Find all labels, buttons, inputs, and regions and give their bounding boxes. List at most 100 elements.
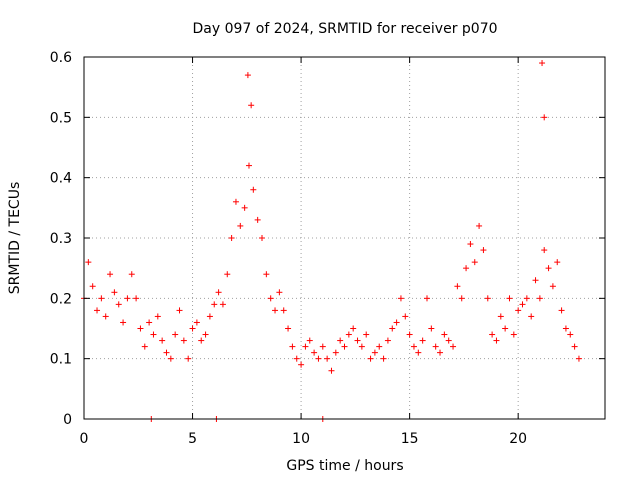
- data-point: [510, 331, 517, 338]
- data-point: [259, 235, 266, 241]
- data-point: [541, 247, 548, 254]
- data-point: [467, 241, 474, 248]
- data-point: [193, 319, 200, 326]
- data-point: [146, 319, 153, 326]
- data-point: [519, 301, 526, 308]
- data-point: [428, 325, 435, 332]
- data-point: [141, 343, 148, 350]
- data-point: [562, 325, 569, 332]
- data-point: [341, 343, 348, 350]
- y-axis-label: SRMTID / TECUs: [7, 182, 23, 295]
- data-point: [311, 349, 318, 356]
- data-point: [350, 325, 357, 332]
- y-tick-label: 0.2: [50, 291, 72, 307]
- data-point: [532, 277, 539, 284]
- data-point: [558, 307, 565, 314]
- data-point: [541, 114, 548, 121]
- data-point: [154, 313, 161, 320]
- data-point: [150, 331, 157, 338]
- data-point: [402, 313, 409, 320]
- data-point: [367, 355, 374, 362]
- data-point: [345, 331, 352, 338]
- data-point: [263, 271, 270, 278]
- data-point: [489, 331, 496, 338]
- data-point: [454, 283, 461, 290]
- data-point: [107, 271, 114, 278]
- data-point: [419, 337, 426, 344]
- data-point: [415, 349, 422, 356]
- data-points: [81, 60, 582, 422]
- data-point: [471, 259, 478, 266]
- data-point: [237, 222, 244, 229]
- data-point: [319, 343, 326, 350]
- data-point: [441, 331, 448, 338]
- data-point: [94, 307, 101, 314]
- x-tick-label: 20: [509, 431, 527, 447]
- data-point: [285, 325, 292, 332]
- x-tick-label: 0: [80, 431, 89, 447]
- data-point: [502, 325, 509, 332]
- data-point: [185, 355, 192, 362]
- data-point: [85, 259, 92, 266]
- data-point: [493, 337, 500, 344]
- data-point: [432, 343, 439, 350]
- data-point: [575, 355, 582, 362]
- data-point: [389, 325, 396, 332]
- data-point: [215, 289, 222, 296]
- data-point: [189, 325, 196, 332]
- y-tick-label: 0.1: [50, 352, 72, 368]
- data-point: [358, 343, 365, 350]
- y-tick-label: 0.6: [50, 50, 72, 66]
- data-point: [506, 295, 513, 302]
- data-point: [515, 307, 522, 314]
- data-point: [528, 313, 535, 320]
- data-point: [380, 355, 387, 362]
- data-point: [397, 295, 404, 302]
- data-point: [463, 265, 470, 272]
- data-point: [267, 295, 274, 302]
- data-point: [450, 343, 457, 350]
- data-point: [549, 283, 556, 290]
- data-point: [137, 325, 144, 332]
- data-point: [410, 343, 417, 350]
- data-point: [89, 283, 96, 290]
- y-tick-label: 0.5: [50, 110, 72, 126]
- data-point: [484, 295, 491, 302]
- data-point: [102, 313, 109, 320]
- data-point: [406, 331, 413, 338]
- data-point: [172, 331, 179, 338]
- data-point: [376, 343, 383, 350]
- data-point: [458, 295, 465, 302]
- data-point: [384, 337, 391, 344]
- data-point: [228, 235, 235, 241]
- data-point: [302, 343, 309, 350]
- data-point: [202, 331, 209, 338]
- data-point: [280, 307, 287, 314]
- data-point: [337, 337, 344, 344]
- data-point: [571, 343, 578, 350]
- data-point: [244, 72, 251, 79]
- data-point: [115, 301, 122, 308]
- data-point: [354, 337, 361, 344]
- data-point: [248, 102, 255, 109]
- data-point: [363, 331, 370, 338]
- data-point: [98, 295, 105, 302]
- data-point: [480, 247, 487, 254]
- data-point: [554, 259, 561, 266]
- data-point: [120, 319, 127, 326]
- data-point: [393, 319, 400, 326]
- data-point: [232, 198, 239, 205]
- y-axis-ticks: 0 0.1 0.2 0.3 0.4 0.5 0.6: [50, 50, 605, 428]
- x-axis-label: GPS time / hours: [286, 458, 403, 474]
- x-tick-label: 15: [401, 431, 419, 447]
- data-point: [298, 361, 305, 368]
- data-point: [497, 313, 504, 320]
- chart-title: Day 097 of 2024, SRMTID for receiver p07…: [192, 21, 497, 37]
- data-point: [306, 337, 313, 344]
- data-point: [423, 295, 430, 302]
- data-point: [241, 204, 248, 211]
- data-point: [272, 307, 279, 314]
- data-point: [254, 216, 261, 223]
- data-point: [293, 355, 300, 362]
